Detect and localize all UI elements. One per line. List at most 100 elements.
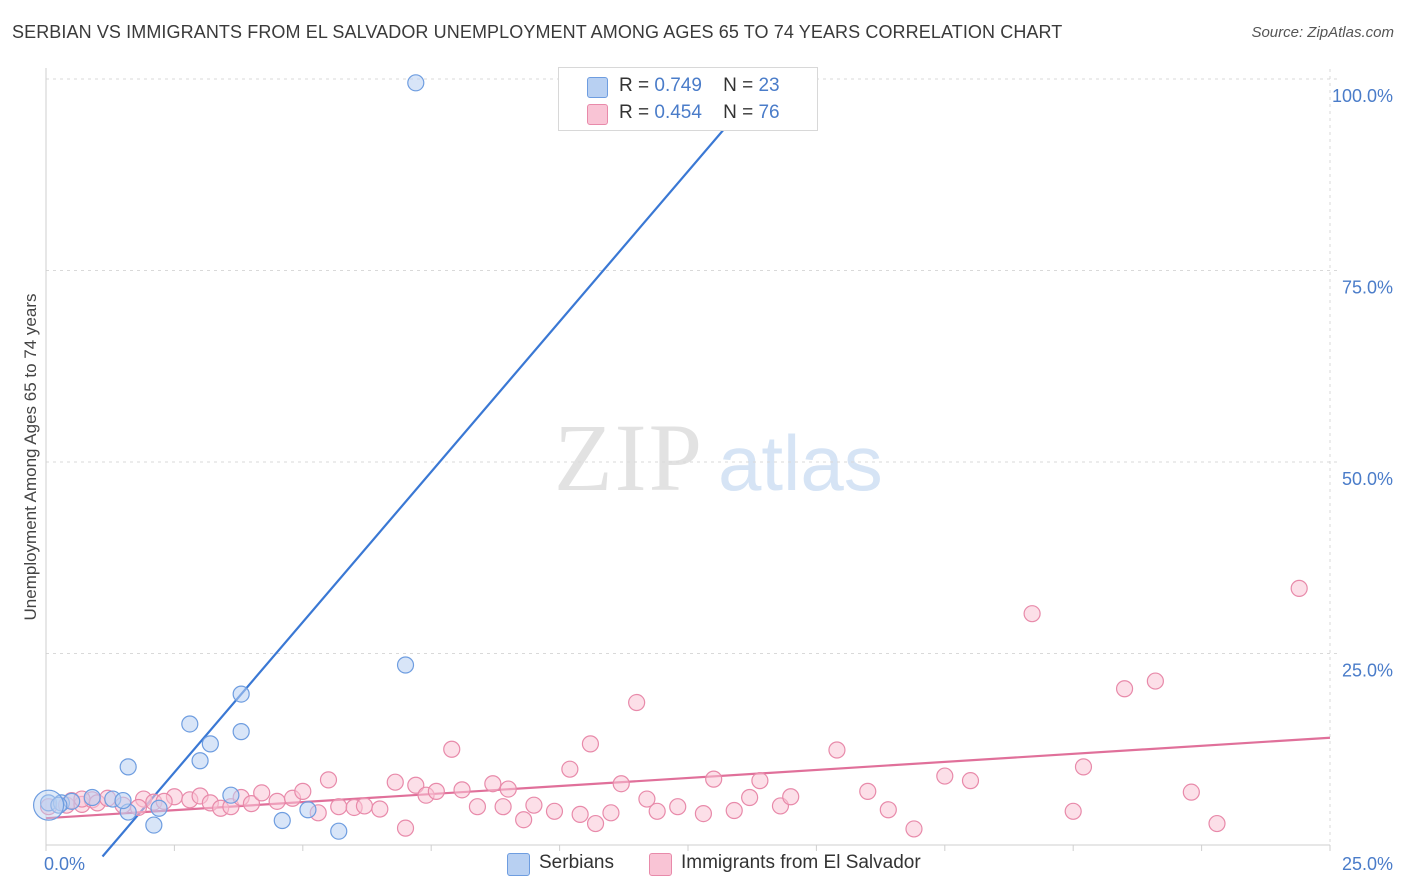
elsalvador-point [253,784,271,802]
elsalvador-point [751,772,769,790]
elsalvador-point [407,776,425,794]
serbians-point [201,735,219,753]
elsalvador-point [1290,579,1308,597]
serbians-swatch [587,77,608,98]
watermark-zip: ZIP [554,404,704,511]
elsalvador-point [499,780,517,798]
serbians-point [119,758,137,776]
elsalvador-n-value: 76 [758,102,780,123]
elsalvador-point [319,771,338,789]
legend-serbians-text: R = 0.749 N = 23 [619,75,780,97]
serbians-point [222,786,240,804]
elsalvador-point [561,760,579,778]
elsalvador-point [694,804,713,823]
elsalvador-point [648,802,666,820]
correlation-legend: R = 0.749 N = 23 R = 0.454 N = 76 [558,67,818,131]
serbians-point [273,811,291,830]
elsalvador-point [1115,680,1134,698]
serbians-point [191,752,209,770]
elsalvador-point [612,775,630,793]
x-tick-label: 25.0% [1342,854,1393,874]
serbians-r-value: 0.749 [654,75,702,96]
elsalvador-point [905,820,923,838]
elsalvador-point [494,798,512,816]
data-points [32,73,1308,840]
serbians-point [330,822,348,840]
elsalvador-point [828,741,846,759]
elsalvador-point [515,811,533,829]
y-tick-label: 75.0% [1342,278,1393,298]
serbians-point [396,656,415,674]
y-tick-label: 100.0% [1332,86,1393,106]
serbians-point [145,816,163,834]
elsalvador-point [453,781,471,799]
elsalvador-point [782,788,800,806]
elsalvador-point [1146,672,1164,690]
elsalvador-point [443,740,461,758]
elsalvador-point [602,804,620,822]
bottom-elsalvador-label: Immigrants from El Salvador [681,852,921,873]
elsalvador-point [741,788,759,807]
serbians-point [114,791,132,810]
watermark-atlas: atlas [718,419,883,507]
elsalvador-point [525,796,543,814]
serbians-point [232,723,250,741]
elsalvador-point [669,798,687,816]
bottom-elsalvador-swatch [649,853,672,876]
elsalvador-point [1208,814,1226,833]
elsalvador-point [355,797,374,815]
tick-labels: 25.0% 50.0% 75.0% 100.0% 0.0% 25.0% [44,86,1393,874]
y-axis-label: Unemployment Among Ages 65 to 74 years [21,294,40,621]
elsalvador-point [545,802,564,820]
elsalvador-point [725,801,743,820]
serbians-trend-line [101,74,772,858]
elsalvador-trend-line [45,736,1331,820]
elsalvador-point [396,819,415,837]
serbians-point [83,788,101,807]
elsalvador-point [330,798,348,816]
elsalvador-point [936,767,954,785]
elsalvador-point [371,800,389,818]
elsalvador-point [468,798,487,816]
elsalvador-point [586,814,605,833]
elsalvador-point [1064,802,1082,820]
serbians-n-value: 23 [758,75,780,96]
serbians-point [232,685,250,703]
serbians-point [407,74,425,92]
trend-lines [45,74,1331,858]
elsalvador-point [386,773,404,791]
elsalvador-point [705,770,723,788]
chart-title: SERBIAN VS IMMIGRANTS FROM EL SALVADOR U… [12,22,1063,42]
elsalvador-point [571,805,589,823]
elsalvador-point [879,801,897,819]
elsalvador-r-value: 0.454 [654,102,702,123]
elsalvador-r-label: R = [619,102,650,123]
x-tick-label: 0.0% [44,854,85,874]
elsalvador-point [961,772,980,790]
serbians-n-label: N = [723,75,754,96]
elsalvador-point [628,693,646,712]
elsalvador-point [1074,758,1093,776]
legend-elsalvador-text: R = 0.454 N = 76 [619,102,780,124]
serbians-cluster-point [32,789,65,821]
axes [45,68,1331,851]
elsalvador-point [859,782,877,800]
elsalvador-point [294,782,312,800]
elsalvador-swatch [587,104,608,125]
elsalvador-point [1182,783,1200,801]
elsalvador-point [638,790,656,808]
serbians-point [181,715,199,733]
elsalvador-point [427,782,445,800]
elsalvador-point [242,795,261,813]
elsalvador-n-label: N = [723,102,754,123]
elsalvador-point [268,792,286,810]
elsalvador-point [581,735,600,753]
serbians-point [150,799,168,817]
bottom-serbians-swatch [507,853,530,876]
serbians-r-label: R = [619,75,650,96]
elsalvador-point [1023,605,1041,623]
y-tick-label: 25.0% [1342,661,1393,681]
serbians-point [299,801,317,819]
bottom-serbians-label: Serbians [539,852,614,873]
